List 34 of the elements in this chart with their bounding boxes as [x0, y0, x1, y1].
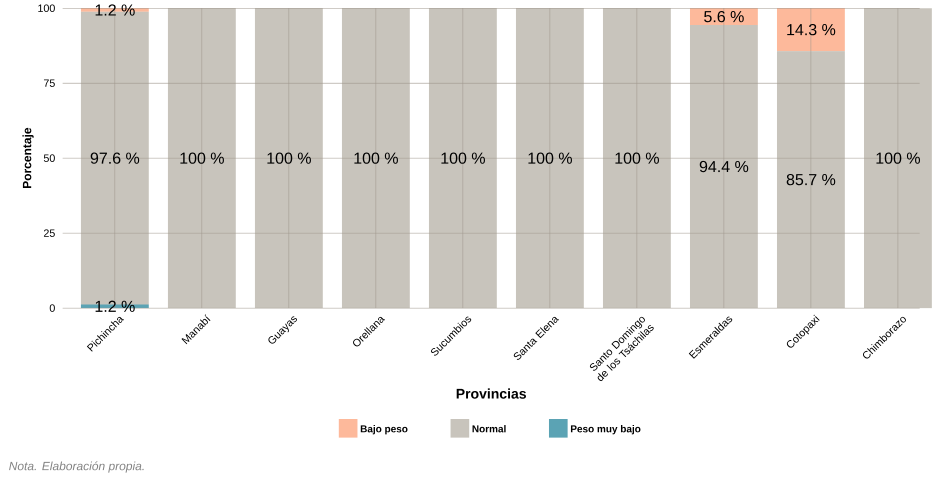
data-label: 100 %	[528, 152, 572, 164]
bar	[254, 8, 323, 308]
bar	[342, 8, 410, 308]
data-label: 14.3 %	[787, 24, 836, 36]
bar	[864, 8, 932, 308]
y-axis-title: Porcentaje	[22, 128, 34, 188]
data-label: 100 %	[267, 152, 311, 164]
data-label: 94.4 %	[700, 160, 748, 172]
bar	[602, 8, 671, 308]
data-label: 100 %	[180, 152, 224, 164]
data-label: 1.2 %	[96, 4, 135, 16]
bar	[428, 8, 497, 308]
bar	[776, 51, 845, 308]
bar	[168, 8, 236, 308]
legend-label: Bajo peso	[360, 425, 408, 434]
x-axis-title: Provincias	[456, 388, 526, 399]
y-tick-label: 100	[38, 4, 55, 12]
data-label: 5.6 %	[704, 10, 744, 22]
y-tick-label: 75	[44, 79, 55, 87]
legend-label: Peso muy bajo	[570, 425, 640, 434]
data-label: 100 %	[441, 152, 485, 164]
bar	[516, 8, 584, 308]
data-label: 100 %	[354, 152, 398, 164]
y-tick-label: 0	[50, 304, 55, 312]
text: Nota. Elaboración propia.	[9, 461, 144, 473]
y-tick-label: 50	[44, 154, 55, 162]
data-label: 97.6 %	[90, 152, 140, 164]
bar	[776, 8, 845, 52]
bar	[690, 24, 758, 308]
data-label: 85.7 %	[786, 174, 836, 186]
data-label: 100 %	[615, 152, 659, 164]
y-tick-label: 25	[44, 229, 55, 237]
data-label: 100 %	[876, 152, 920, 164]
legend-label: Normal	[472, 425, 506, 432]
